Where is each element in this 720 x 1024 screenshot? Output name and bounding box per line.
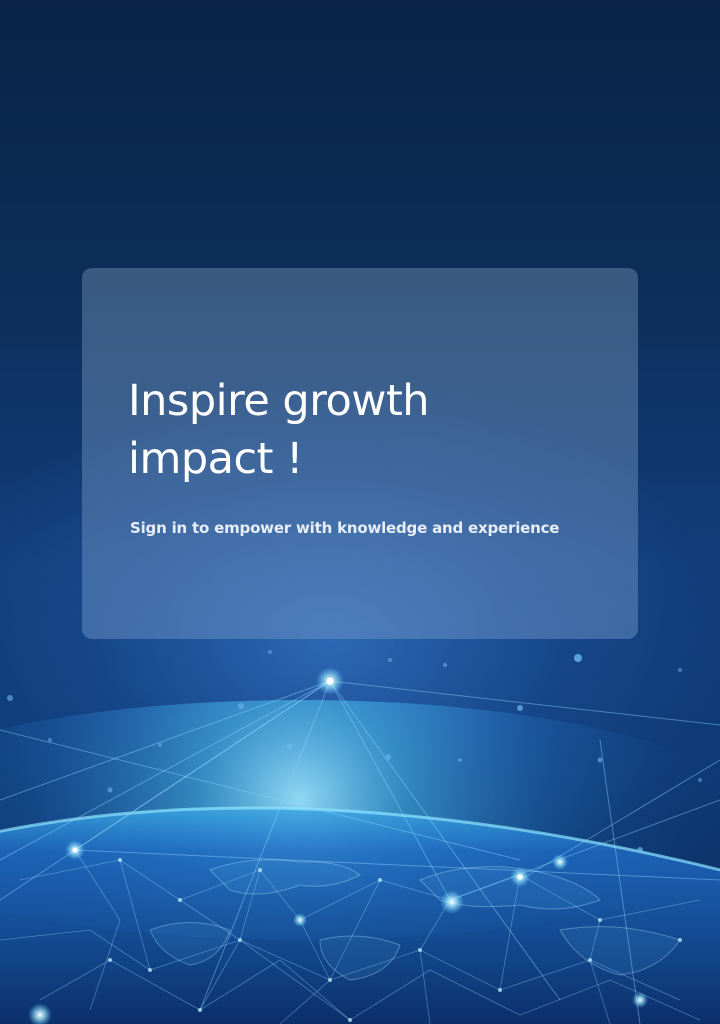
- hero-title: Inspire growth impact !: [128, 376, 430, 484]
- hero-card: Inspire growth impact ! Sign in to empow…: [82, 268, 638, 639]
- hero-subtitle: Sign in to empower with knowledge and ex…: [130, 519, 560, 537]
